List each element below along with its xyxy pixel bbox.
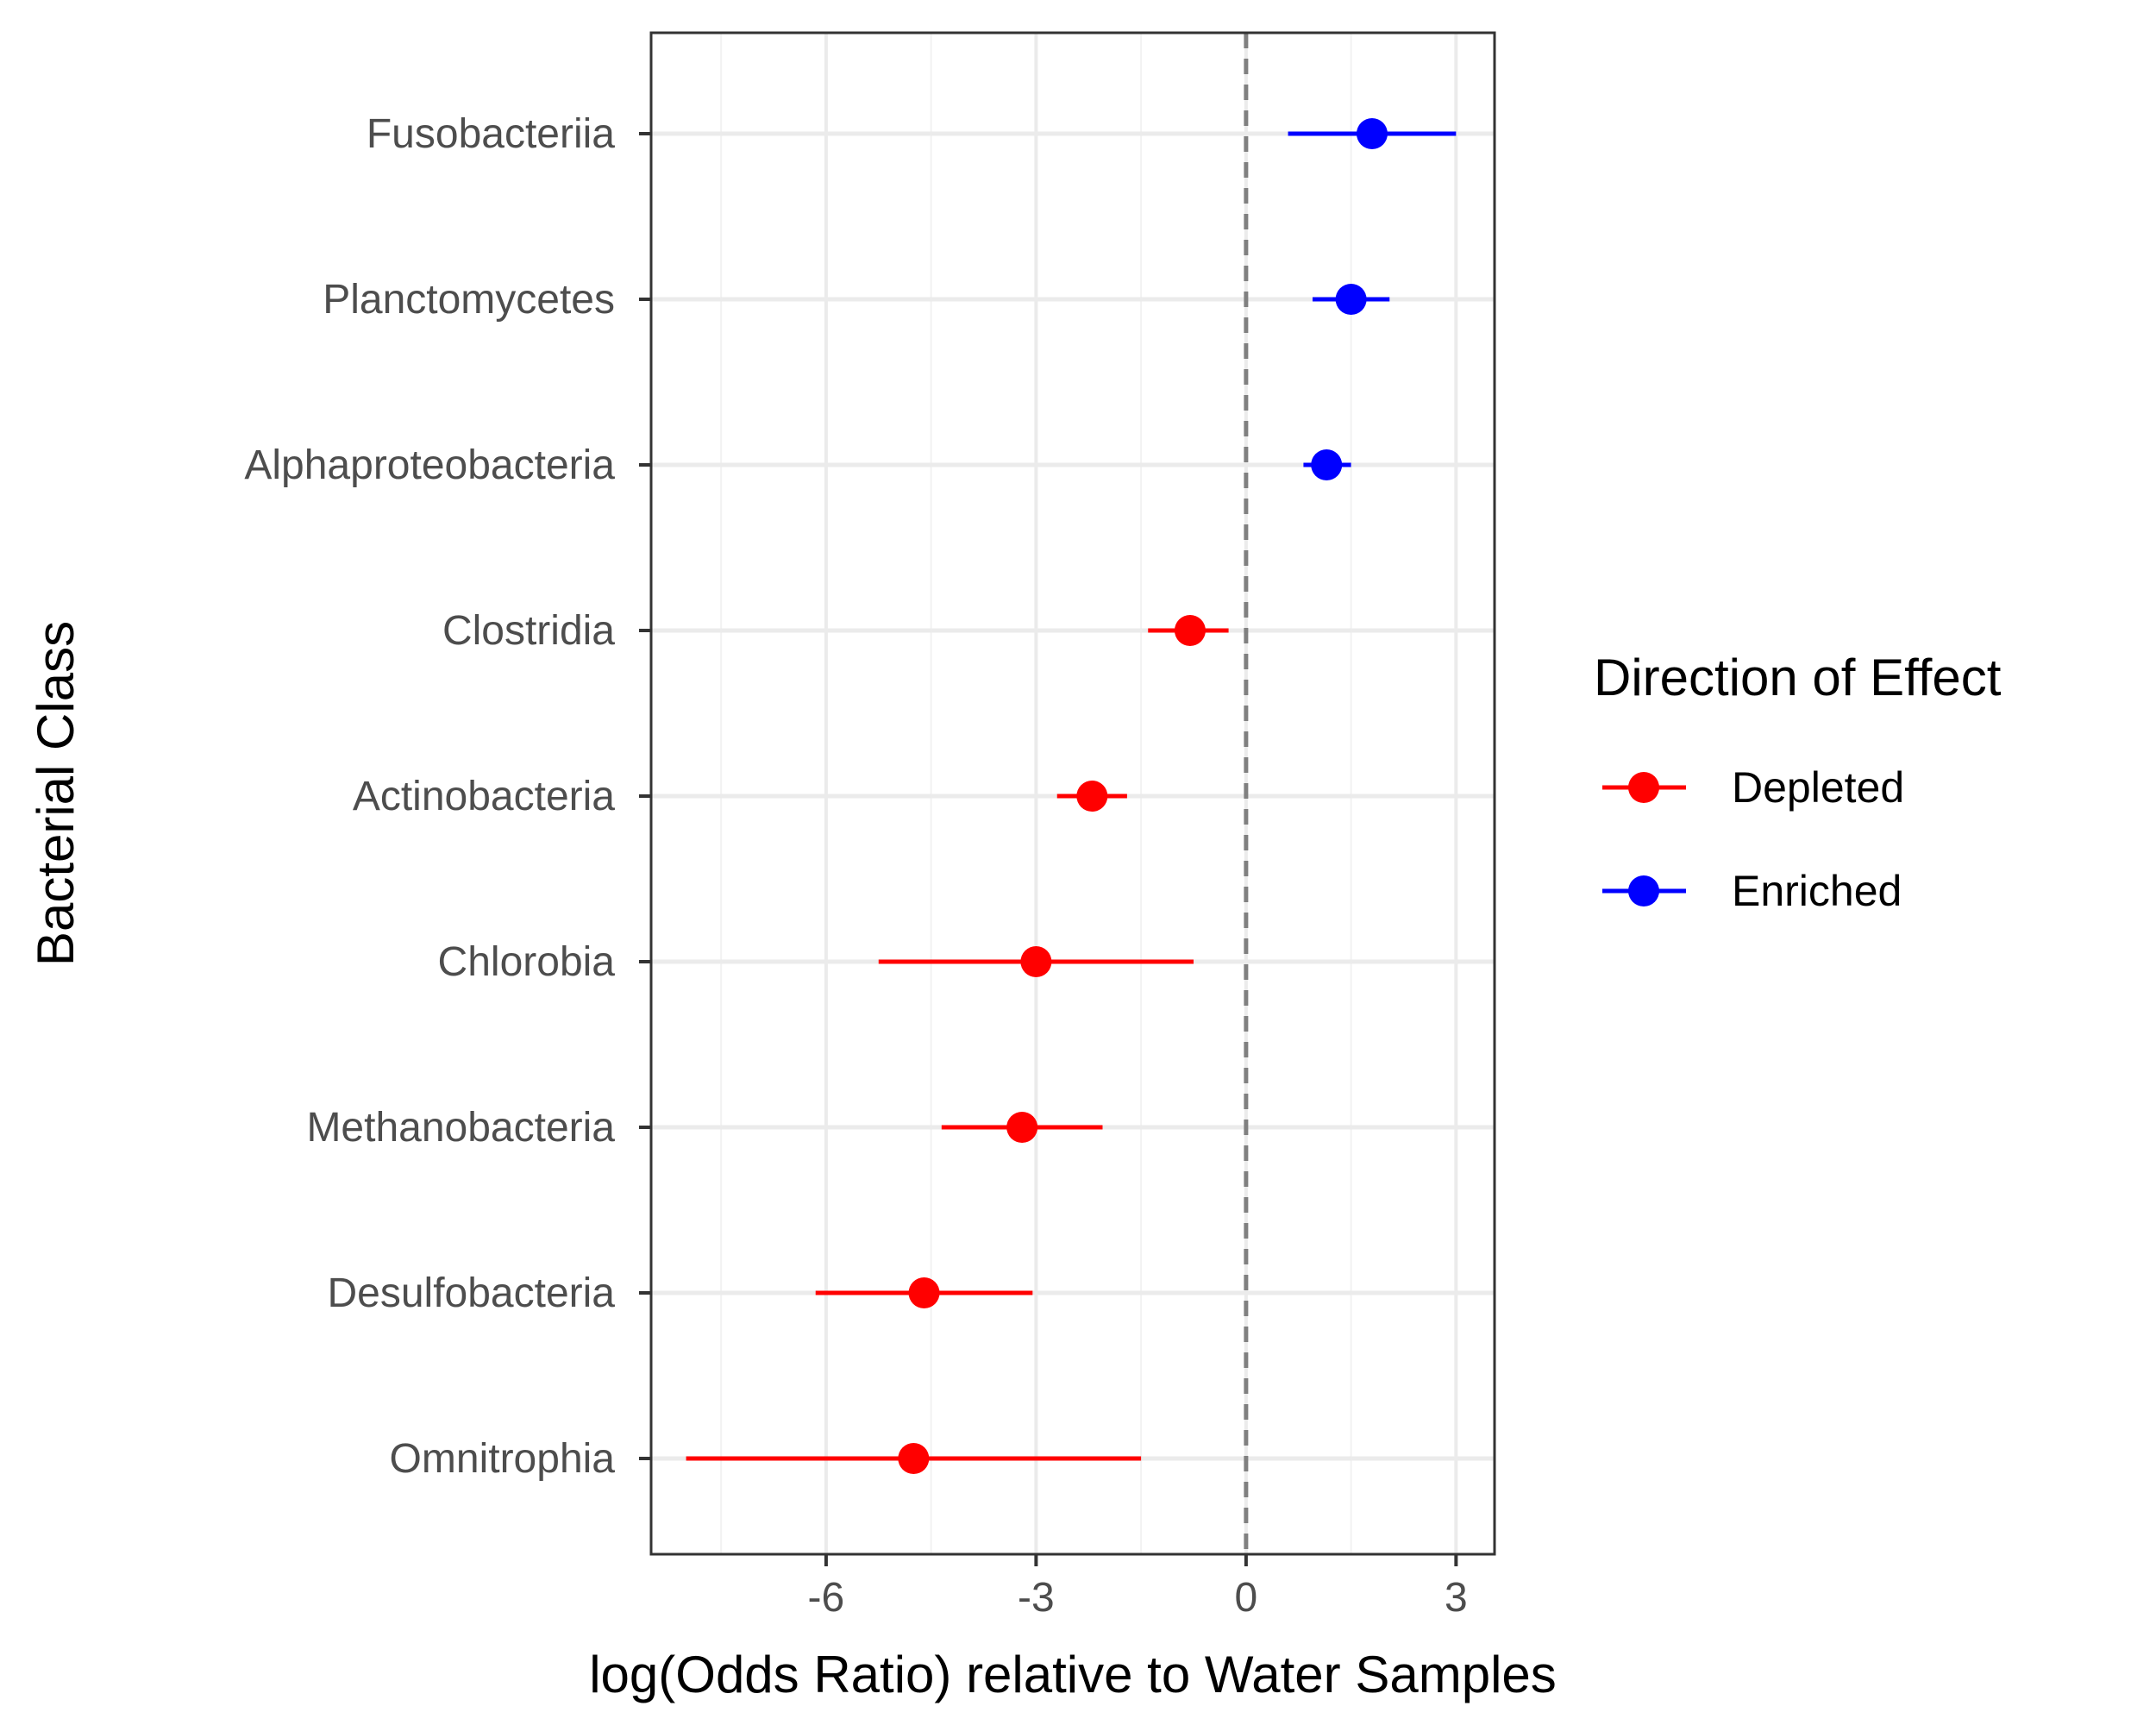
point-estimate bbox=[898, 1443, 930, 1474]
legend: Direction of Effect Depleted Enriched bbox=[1594, 649, 2002, 915]
y-tick-label: Chlorobia bbox=[438, 939, 616, 985]
legend-label: Enriched bbox=[1732, 867, 1902, 915]
axes: -6 -3 0 3 Fusobacteriia Planctomycetes Alphapr… bbox=[244, 111, 1467, 1621]
x-axis-title: log(Odds Ratio) relative to Water Sample… bbox=[589, 1646, 1557, 1703]
point-estimate bbox=[1020, 946, 1052, 977]
point-estimate bbox=[1356, 118, 1388, 149]
y-tick-label: Fusobacteriia bbox=[367, 111, 615, 157]
point-estimate bbox=[1335, 284, 1367, 315]
y-tick-label: Methanobacteria bbox=[306, 1105, 615, 1151]
point-estimate bbox=[1174, 615, 1206, 646]
point-estimate bbox=[1311, 449, 1343, 480]
y-tick-label: Planctomycetes bbox=[323, 277, 615, 323]
y-tick-label: Desulfobacteria bbox=[327, 1270, 615, 1316]
point-estimate bbox=[1006, 1112, 1038, 1143]
y-tick-label: Alphaproteobacteria bbox=[244, 442, 615, 488]
point-estimate bbox=[908, 1277, 940, 1308]
x-tick-label: 3 bbox=[1445, 1575, 1468, 1621]
legend-key-point bbox=[1628, 772, 1659, 803]
legend-key-point bbox=[1628, 875, 1659, 906]
panel-border bbox=[649, 31, 1496, 1556]
x-tick-label: -6 bbox=[808, 1575, 845, 1621]
y-axis-title: Bacterial Class bbox=[27, 621, 85, 966]
legend-title: Direction of Effect bbox=[1594, 649, 2002, 706]
y-tick-label: Clostridia bbox=[442, 608, 615, 654]
x-tick-label: -3 bbox=[1018, 1575, 1055, 1621]
data-marks bbox=[686, 118, 1457, 1474]
legend-label: Depleted bbox=[1732, 763, 1904, 812]
x-tick-label: 0 bbox=[1235, 1575, 1258, 1621]
point-estimate bbox=[1076, 781, 1108, 812]
y-tick-label: Omnitrophia bbox=[390, 1436, 616, 1482]
y-tick-label: Actinobacteria bbox=[353, 774, 615, 819]
